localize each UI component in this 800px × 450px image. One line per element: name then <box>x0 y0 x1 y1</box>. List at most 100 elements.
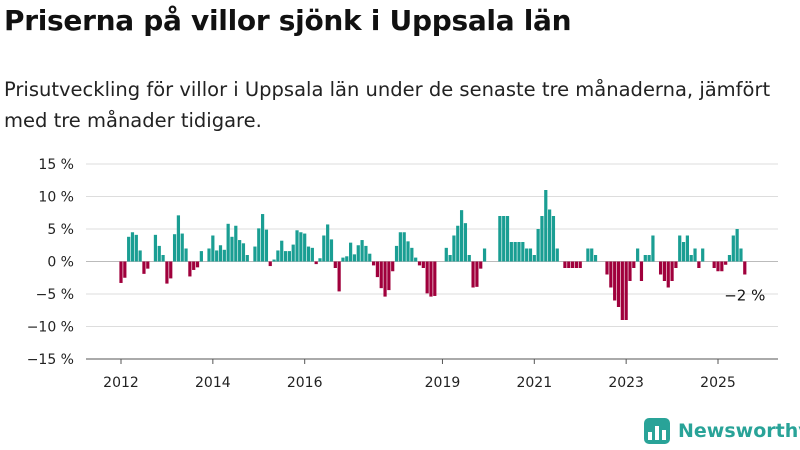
x-tick-label: 2021 <box>516 375 552 391</box>
bar <box>360 240 364 262</box>
bar <box>314 261 318 265</box>
bar <box>727 255 732 262</box>
bar <box>674 261 678 268</box>
bar <box>463 223 468 262</box>
bar <box>425 261 429 294</box>
y-tick-label: 5 % <box>47 222 74 238</box>
bar <box>188 261 192 277</box>
bar <box>287 251 291 262</box>
bar <box>238 240 242 262</box>
bar <box>310 247 314 262</box>
bar <box>498 216 502 262</box>
bar <box>119 261 123 283</box>
x-tick-label: 2012 <box>103 375 139 391</box>
bar <box>636 248 640 262</box>
bar <box>260 214 265 262</box>
bar <box>578 261 582 268</box>
bar <box>724 261 728 265</box>
bar <box>574 261 579 268</box>
bar <box>590 248 594 262</box>
bar <box>681 242 686 262</box>
bar <box>544 190 548 262</box>
bar <box>375 261 380 278</box>
bar <box>176 215 181 262</box>
bar <box>230 236 234 262</box>
bar <box>540 216 544 262</box>
bar <box>215 250 219 262</box>
bar <box>299 232 303 262</box>
bar <box>253 246 257 262</box>
bar <box>421 261 425 268</box>
x-tick-label: 2023 <box>608 375 644 391</box>
bar <box>276 250 280 262</box>
brand-name: Newsworthy <box>678 420 800 442</box>
bar <box>693 248 697 262</box>
x-axis: 2012 2014 2016 2019 2021 2023 2025 <box>86 358 778 391</box>
bar <box>433 261 437 296</box>
bar <box>406 241 410 262</box>
bar <box>295 230 299 262</box>
bar <box>551 216 556 262</box>
bar <box>567 261 571 268</box>
bar <box>410 247 414 262</box>
bar <box>662 261 667 281</box>
bar <box>306 246 311 262</box>
bar <box>482 248 487 262</box>
bar <box>345 256 349 262</box>
bar <box>322 235 326 262</box>
bar <box>743 261 747 275</box>
bar <box>337 261 341 292</box>
bar <box>666 261 670 288</box>
bar <box>651 235 655 262</box>
bar <box>731 235 735 262</box>
bar <box>234 225 238 262</box>
bar <box>280 240 284 262</box>
bar <box>616 261 621 307</box>
bar <box>452 235 456 262</box>
bar <box>195 261 200 268</box>
bar <box>398 232 402 262</box>
bar <box>739 248 743 262</box>
bar <box>658 261 663 275</box>
bar <box>639 261 644 281</box>
bar <box>517 242 521 262</box>
x-tick-label: 2014 <box>195 375 231 391</box>
y-tick-label: 15 % <box>38 157 74 173</box>
bar <box>647 255 651 262</box>
bar <box>130 232 135 262</box>
bar <box>689 255 693 262</box>
bar <box>352 254 357 262</box>
bar <box>532 255 536 262</box>
bar <box>429 261 433 297</box>
logo-chart-icon <box>644 418 670 444</box>
bar <box>620 261 624 320</box>
bar <box>333 261 337 268</box>
y-tick-label: 0 % <box>47 255 74 271</box>
bar <box>394 245 399 262</box>
bar <box>241 243 246 262</box>
y-tick-label: −15 % <box>27 352 74 368</box>
bar <box>180 233 184 262</box>
bar <box>417 261 422 266</box>
bar <box>391 261 395 272</box>
bar <box>467 255 471 262</box>
bar <box>356 245 360 262</box>
bar <box>555 248 559 262</box>
bar <box>169 261 173 279</box>
bar <box>475 261 479 287</box>
bar <box>528 248 533 262</box>
bar <box>505 216 510 262</box>
bar <box>402 232 406 262</box>
bar <box>563 261 567 268</box>
bar <box>609 261 613 288</box>
bar <box>513 242 517 262</box>
bar <box>697 261 701 268</box>
bar <box>479 261 483 269</box>
bar <box>456 225 460 262</box>
bar <box>199 251 203 262</box>
bar <box>735 229 739 262</box>
bar <box>222 249 226 262</box>
bar <box>632 261 636 268</box>
newsworthy-logo: Newsworthy <box>644 418 800 444</box>
bar <box>264 229 269 262</box>
